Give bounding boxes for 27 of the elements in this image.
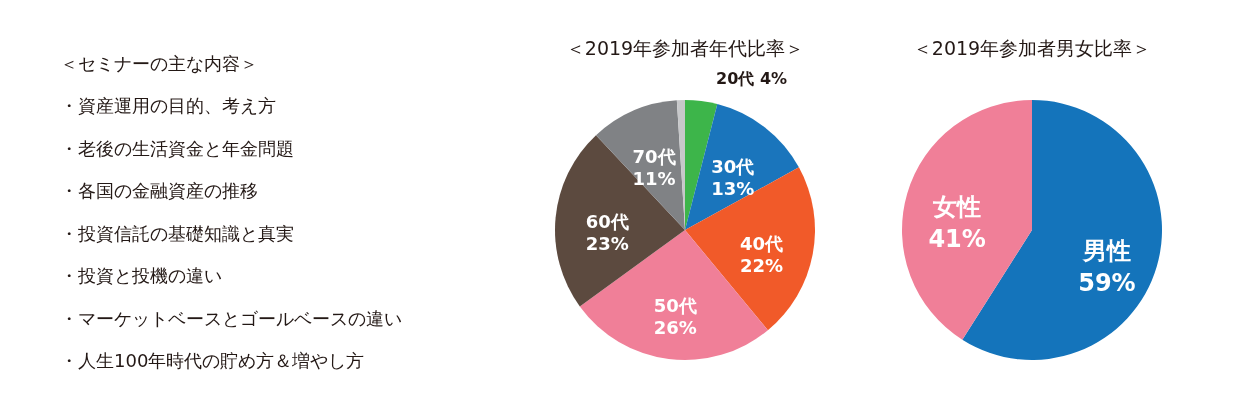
- slice-label: 50代: [653, 295, 697, 317]
- data-label: 22%: [740, 254, 784, 276]
- slice-label: 女性: [932, 193, 982, 222]
- text: ・人生100年時代の貯め方＆増やし方: [60, 350, 365, 371]
- chart-title: ＜2019年参加者男女比率＞: [912, 37, 1152, 59]
- text: ・マーケットベースとゴールベースの違い: [60, 307, 402, 329]
- data-label: 13%: [711, 178, 755, 200]
- pie-slice: [685, 104, 799, 230]
- text: ・老後の生活資金と年金問題: [60, 137, 294, 159]
- slice-label: 60代: [585, 210, 629, 232]
- text: ・投資信託の基礎知識と真実: [60, 222, 294, 244]
- slice-label: 70代: [632, 146, 676, 168]
- text: ・投資と投機の違い: [60, 265, 222, 287]
- text: ＜セミナーの主な内容＞: [60, 53, 258, 74]
- chart-title: ＜2019年参加者年代比率＞: [565, 37, 805, 59]
- text: ・資産運用の目的、考え方: [60, 95, 276, 117]
- pie-slice: [902, 100, 1032, 340]
- slice-label: 20代 4%: [716, 69, 788, 89]
- slice-label: 40代: [740, 232, 784, 254]
- text: ・各国の金融資産の推移: [60, 180, 258, 202]
- slice-label: 30代: [711, 156, 755, 178]
- data-label: 26%: [653, 317, 697, 339]
- data-label: 11%: [632, 168, 676, 190]
- data-label: 23%: [585, 232, 629, 254]
- data-label: 41%: [928, 225, 986, 254]
- data-label: 59%: [1078, 268, 1136, 297]
- slice-label: 男性: [1081, 236, 1131, 265]
